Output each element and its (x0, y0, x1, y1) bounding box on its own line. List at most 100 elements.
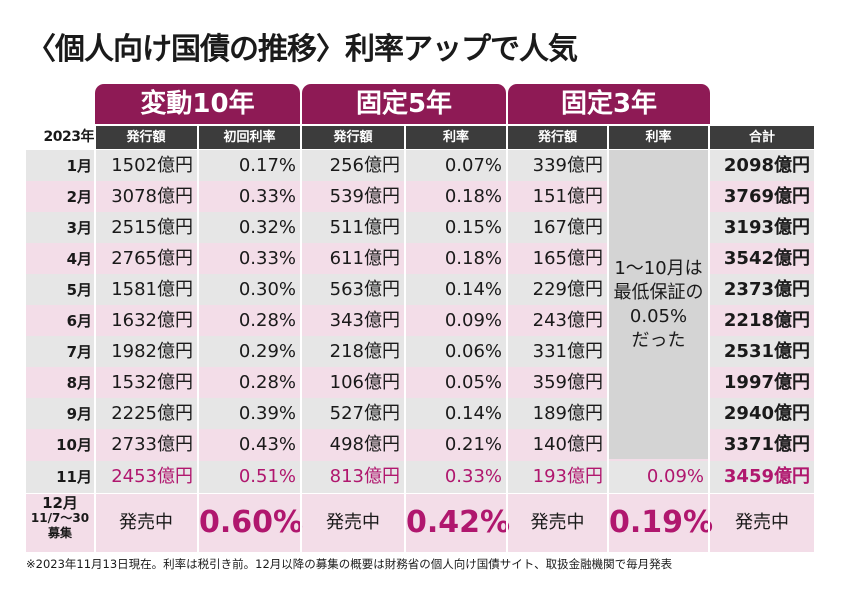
cell-k5: 343億円 (329, 310, 400, 331)
month-label: 9月 (66, 405, 92, 423)
cell-k5: 813億円 (329, 466, 400, 487)
cell-h10r: 0.30% (238, 279, 296, 300)
cell-k5: 218億円 (329, 341, 400, 362)
cell-k3: 189億円 (532, 403, 603, 424)
month-label: 5月 (66, 281, 92, 299)
merged-note-line: 1～10月は (614, 257, 703, 279)
cell-k3: 229億円 (532, 279, 603, 300)
cell-k5: 539億円 (329, 186, 400, 207)
header-h10-issue: 発行額 (95, 126, 197, 149)
month-label: 7月 (66, 343, 92, 361)
month-label: 10月 (56, 436, 92, 454)
cell-k5: 527億円 (329, 403, 400, 424)
cell-k5r: 0.18% (444, 186, 502, 207)
cell-h10r: 0.39% (238, 403, 296, 424)
cell-h10r: 0.32% (238, 217, 296, 238)
dec-k5-sale: 発売中 (326, 512, 380, 533)
cell-h10: 2765億円 (111, 248, 193, 269)
cell-k5r: 0.14% (444, 279, 502, 300)
month-label: 11月 (56, 468, 92, 486)
month-label: 8月 (66, 374, 92, 392)
cell-k5: 256億円 (329, 155, 400, 176)
cell-h10r: 0.43% (238, 434, 296, 455)
cell-total: 2098億円 (723, 155, 810, 176)
cell-k3: 193億円 (532, 466, 603, 487)
year-label: 2023年 (43, 129, 95, 145)
cell-total: 3542億円 (723, 248, 810, 269)
cell-k5: 498億円 (329, 434, 400, 455)
cell-k5: 611億円 (329, 248, 400, 269)
cell-total: 3193億円 (723, 217, 810, 238)
cell-h10: 1632億円 (111, 310, 193, 331)
column-divider (94, 126, 96, 552)
dec-month-label: 12月 11/7～30 募集 (26, 496, 94, 541)
month-label: 1月 (66, 157, 92, 175)
header-k5-issue: 発行額 (302, 126, 404, 149)
column-divider (708, 126, 710, 552)
dec-period: 11/7～30 (30, 511, 90, 525)
cell-k3: 165億円 (532, 248, 603, 269)
cell-h10: 1502億円 (111, 155, 193, 176)
cell-k5r: 0.18% (444, 248, 502, 269)
cell-total: 2531億円 (723, 341, 810, 362)
cell-k5r: 0.21% (444, 434, 502, 455)
dec-h10-rate: 0.60% (199, 505, 304, 540)
cell-total: 2218億円 (723, 310, 810, 331)
cell-k5: 563億円 (329, 279, 400, 300)
cell-k5r: 0.05% (444, 372, 502, 393)
cell-k3: 167億円 (532, 217, 603, 238)
dec-total-sale: 発売中 (735, 512, 789, 533)
cell-total: 3371億円 (723, 434, 810, 455)
month-label: 6月 (66, 312, 92, 330)
cell-k5r: 0.14% (444, 403, 502, 424)
merged-note-line: だった (631, 329, 686, 351)
cell-k5: 106億円 (329, 372, 400, 393)
cell-k3: 243億円 (532, 310, 603, 331)
table-row-dec: 12月 11/7～30 募集 発売中 0.60% 発売中 0.42% 発売中 0… (26, 494, 814, 552)
cell-k5: 511億円 (329, 217, 400, 238)
cell-h10r: 0.17% (238, 155, 296, 176)
cell-h10r: 0.28% (238, 372, 296, 393)
header-total: 合計 (710, 126, 814, 149)
cell-total: 2373億円 (723, 279, 810, 300)
cell-k3: 339億円 (532, 155, 603, 176)
column-divider (607, 126, 609, 552)
footnote: ※2023年11月13日現在。利率は税引き前。12月以降の募集の概要は財務省の個… (26, 557, 673, 571)
header-k3-issue: 発行額 (508, 126, 607, 149)
column-divider (300, 126, 302, 552)
cell-h10: 2453億円 (111, 466, 193, 487)
cell-k3-rate: 0.09% (646, 466, 704, 487)
header-k5-rate: 利率 (406, 126, 506, 149)
cell-k5r: 0.06% (444, 341, 502, 362)
group-hendou10: 変動10年 (95, 84, 300, 124)
cell-h10: 1581億円 (111, 279, 193, 300)
cell-h10: 2225億円 (111, 403, 193, 424)
header-k3-rate: 利率 (609, 126, 708, 149)
dec-month: 12月 (42, 494, 78, 512)
page-title: 〈個人向け国債の推移〉利率アップで人気 (26, 32, 578, 67)
cell-total: 1997億円 (723, 372, 810, 393)
cell-k5r: 0.09% (444, 310, 502, 331)
merged-note: 1～10月は 最低保証の 0.05% だった (609, 150, 708, 459)
dec-h10-sale: 発売中 (119, 512, 173, 533)
column-divider (404, 126, 406, 552)
column-divider (506, 126, 508, 552)
cell-k5-rate: 0.33% (444, 466, 502, 487)
merged-note-line: 0.05% (629, 305, 688, 327)
month-label: 3月 (66, 219, 92, 237)
cell-h10: 3078億円 (111, 186, 193, 207)
header-h10-rate: 初回利率 (199, 126, 300, 149)
dec-k3-rate: 0.19% (609, 505, 714, 540)
cell-h10: 1532億円 (111, 372, 193, 393)
cell-k5r: 0.15% (444, 217, 502, 238)
cell-h10r: 0.33% (238, 248, 296, 269)
merged-note-line: 最低保証の (613, 281, 704, 303)
cell-k3: 331億円 (532, 341, 603, 362)
cell-k5r: 0.07% (444, 155, 502, 176)
cell-total: 3769億円 (723, 186, 810, 207)
cell-k3: 359億円 (532, 372, 603, 393)
cell-h10r: 0.29% (238, 341, 296, 362)
cell-h10-rate: 0.51% (238, 466, 296, 487)
cell-k3: 151億円 (532, 186, 603, 207)
dec-label: 募集 (47, 526, 72, 540)
